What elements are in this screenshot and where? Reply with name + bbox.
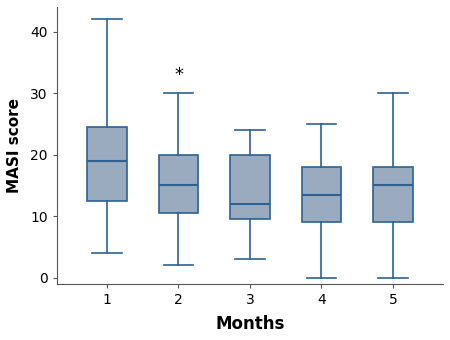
- Bar: [159, 155, 198, 213]
- Bar: [87, 127, 126, 201]
- X-axis label: Months: Months: [215, 315, 285, 333]
- Text: *: *: [174, 66, 183, 84]
- Bar: [374, 167, 413, 222]
- Bar: [230, 155, 270, 219]
- Y-axis label: MASI score: MASI score: [7, 98, 22, 193]
- Bar: [302, 167, 341, 222]
